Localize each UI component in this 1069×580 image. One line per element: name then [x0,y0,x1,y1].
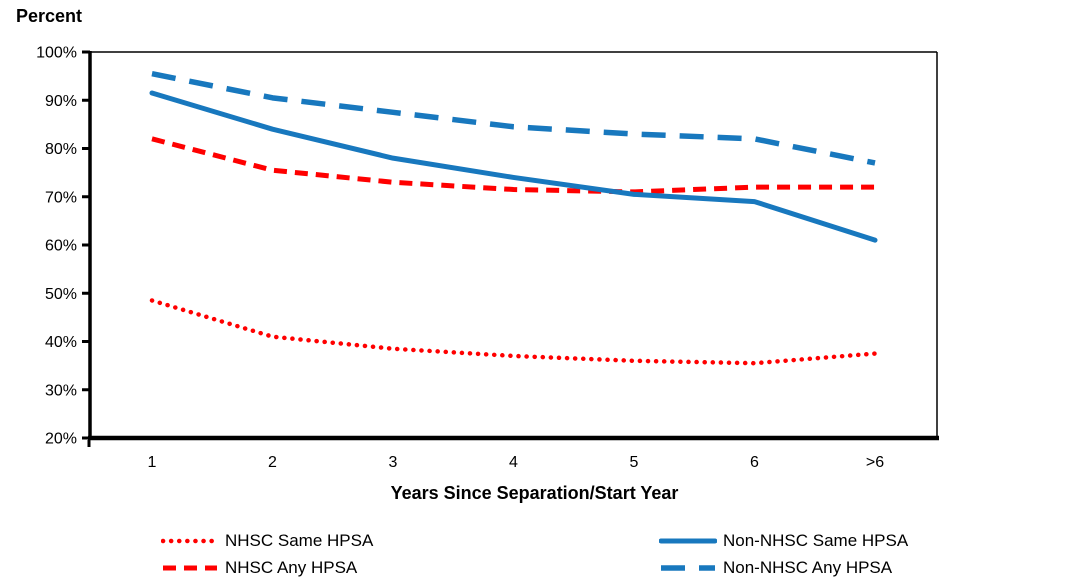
legend-item-non-nhsc-same-hpsa: Non-NHSC Same HPSA [659,531,908,551]
line-chart-plot-area: 20% 30% 40% 50% 60% 70% 80% 90% 100% 1 2 3 4 5 6 >6 [36,45,939,471]
legend-line-sample-non-nhsc-any-hpsa [661,565,715,571]
x-tick-label: 5 [630,454,639,471]
legend-item-non-nhsc-any-hpsa: Non-NHSC Any HPSA [659,558,892,578]
series-line-non-nhsc-same-hpsa [149,90,878,243]
x-tick-label: 1 [148,454,157,471]
legend-item-nhsc-same-hpsa: NHSC Same HPSA [161,531,373,551]
y-tick-label: 40% [45,334,77,351]
y-tick-label: 30% [45,382,77,399]
y-tick-label: 60% [45,238,77,255]
y-tick-label: 90% [45,93,77,110]
y-tick-label: 20% [45,431,77,448]
x-axis-title: Years Since Separation/Start Year [390,483,679,503]
x-tick-label: 2 [268,454,277,471]
legend-line-sample-nhsc-same-hpsa [161,538,219,544]
series-line-nhsc-any-hpsa [151,136,875,195]
legend-item-nhsc-any-hpsa: NHSC Any HPSA [161,558,357,578]
legend-label: NHSC Any HPSA [225,558,358,577]
y-tick-label: 50% [45,286,77,303]
x-tick-label: >6 [866,454,884,471]
legend-line-sample-nhsc-any-hpsa [163,565,217,571]
y-axis-title: Percent [16,6,83,26]
legend-line-sample-non-nhsc-same-hpsa [659,538,717,544]
y-tick-label: 80% [45,141,77,158]
x-tick-label: 4 [509,454,518,471]
x-tick-label: 3 [389,454,398,471]
y-tick-label: 100% [36,45,77,62]
series-line-nhsc-same-hpsa [149,298,878,366]
legend-label: NHSC Same HPSA [225,531,374,550]
legend-label: Non-NHSC Any HPSA [723,558,893,577]
y-tick-label: 70% [45,189,77,206]
x-tick-label: 6 [750,454,759,471]
legend-label: Non-NHSC Same HPSA [723,531,909,550]
series-line-non-nhsc-any-hpsa [151,71,876,166]
